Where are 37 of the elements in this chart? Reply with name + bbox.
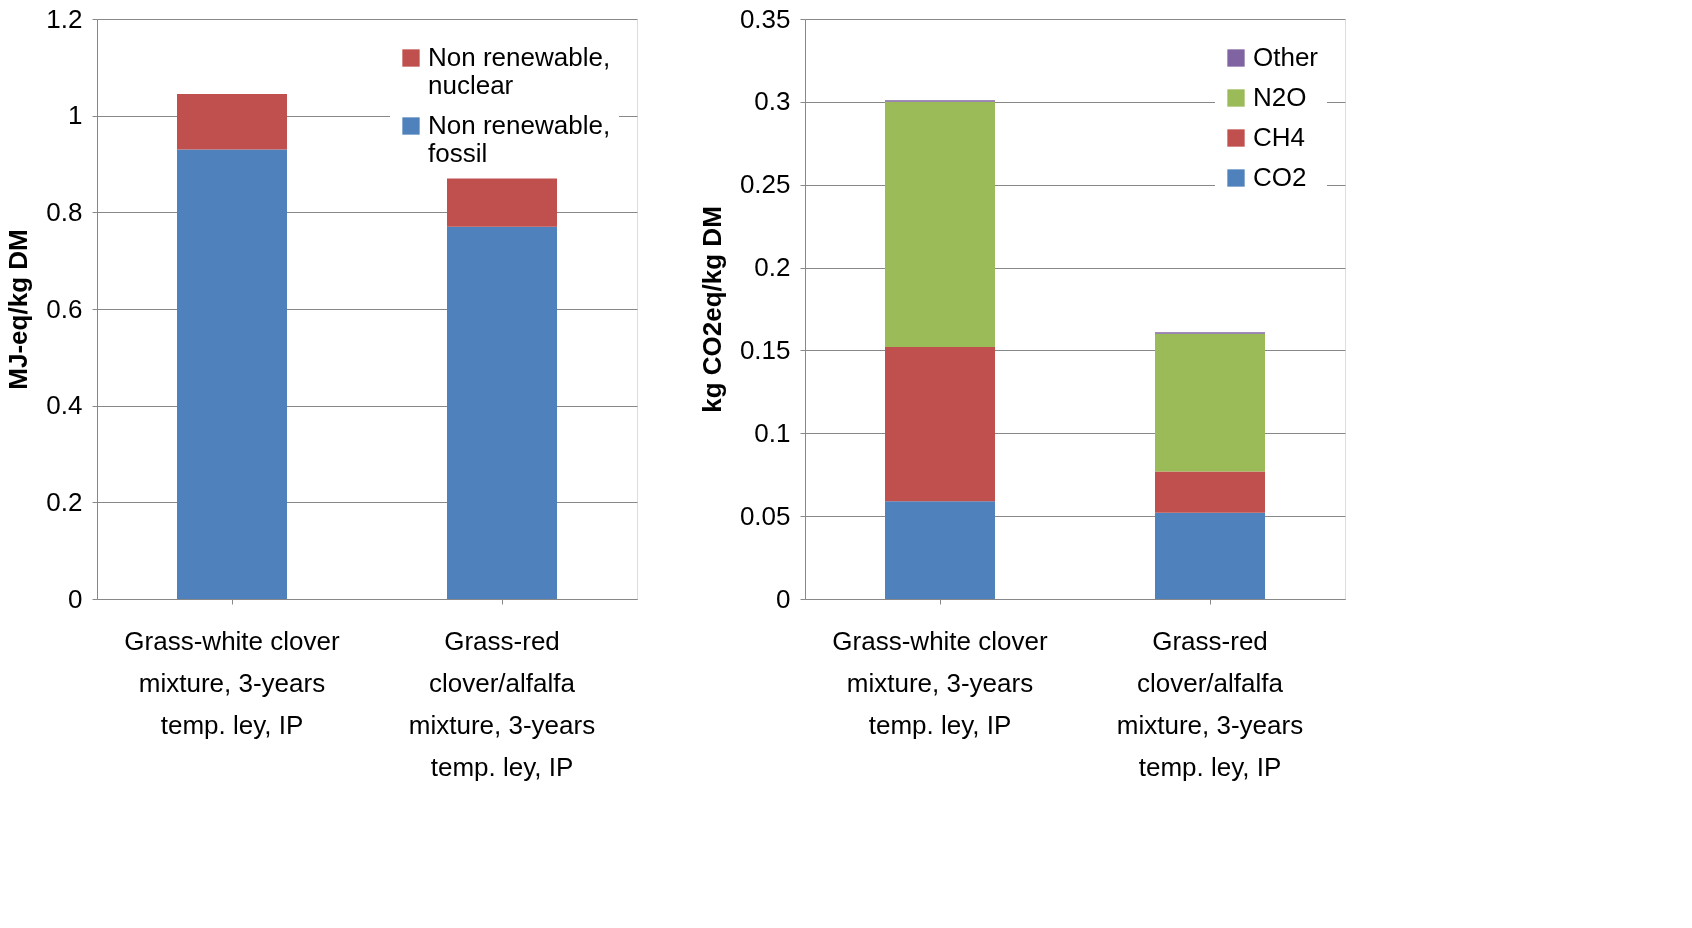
legend-label: Other	[1253, 42, 1319, 72]
y-tick-label: 0.8	[46, 196, 83, 227]
bar	[1155, 333, 1265, 472]
x-tick-label: Grass-red clover/alfalfa mixture, 3-years temp. ley, IP	[408, 625, 596, 782]
bar	[885, 347, 995, 502]
bar	[177, 149, 287, 599]
y-tick-label: 0.2	[46, 486, 83, 517]
y-tick-label: 0	[776, 583, 791, 614]
y-tick-label: 0.25	[739, 169, 791, 200]
legend-label: N2O	[1253, 82, 1307, 112]
bar	[1155, 471, 1265, 513]
bar	[177, 93, 287, 150]
x-tick-label: Grass-red clover/alfalfa mixture, 3-years temp. ley, IP	[1116, 625, 1304, 782]
y-tick-label: 1	[68, 100, 83, 131]
x-tick-label: Grass-white clover mixture, 3-years temp. ley, IP	[832, 625, 1048, 740]
y-tick-label: 0.6	[46, 293, 83, 324]
x-tick-label: Grass-white clover mixture, 3-years temp. ley, IP	[124, 625, 340, 740]
y-tick-label: 1.2	[46, 3, 83, 34]
legend-label: CH4	[1253, 122, 1306, 152]
legend-label: CO2	[1253, 162, 1307, 192]
bar	[1155, 512, 1265, 599]
y-tick-label: 0.3	[754, 86, 791, 117]
y-tick-label: 0.4	[46, 390, 83, 421]
y-tick-label: 0.35	[739, 3, 791, 34]
bar	[885, 101, 995, 348]
bar	[885, 501, 995, 599]
y-tick-label: 0.05	[739, 500, 791, 531]
y-tick-label: 0.15	[739, 334, 791, 365]
y-tick-label: 0.2	[754, 252, 791, 283]
bar	[447, 226, 557, 599]
bar	[447, 178, 557, 227]
y-axis-title: kg CO2eq/kg DM	[696, 206, 727, 413]
y-tick-label: 0.1	[754, 417, 791, 448]
legend-label: Non renewable, fossil	[428, 110, 611, 168]
legend-label: Non renewable, nuclear	[428, 42, 611, 100]
y-tick-label: 0	[68, 583, 83, 614]
y-axis-title: MJ-eq/kg DM	[3, 229, 34, 390]
